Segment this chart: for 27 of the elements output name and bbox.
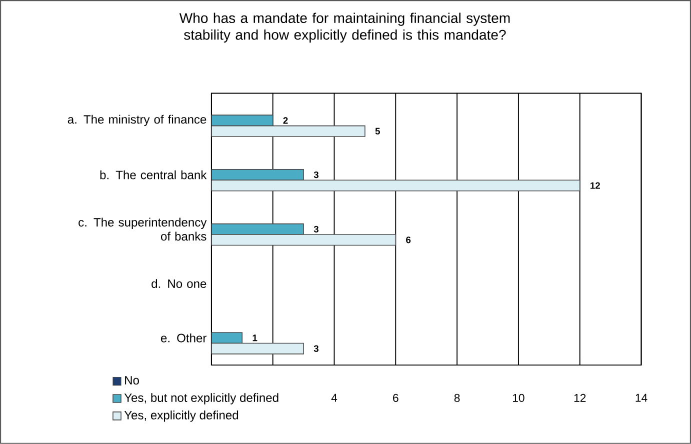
x-tick-label: 8 bbox=[454, 394, 460, 402]
y-tick-label: e. Other bbox=[160, 333, 207, 342]
x-tick-label: 6 bbox=[393, 394, 398, 402]
y-tick-label: b. The central bank bbox=[100, 170, 207, 180]
x-tick-label: 10 bbox=[512, 394, 524, 402]
data-label: 1 bbox=[252, 334, 258, 342]
bar bbox=[211, 332, 243, 344]
x-tick-label: 12 bbox=[574, 394, 586, 402]
data-label: 3 bbox=[314, 226, 318, 233]
y-tick-label: c. The superintendency of banks bbox=[78, 218, 207, 241]
data-label: 6 bbox=[406, 236, 411, 244]
legend-label: Yes, but not explicitly defined bbox=[124, 393, 278, 404]
y-tick-label: a. The ministry of finance bbox=[68, 114, 206, 126]
x-tick-label: 4 bbox=[331, 394, 338, 402]
x-tick-label: 14 bbox=[636, 394, 648, 402]
legend-label: No bbox=[125, 376, 139, 385]
data-label: 3 bbox=[314, 345, 318, 352]
bar bbox=[211, 114, 274, 126]
chart-title: Who has a mandate for maintaining financial system stability and how explicitly defined is this mandate? bbox=[179, 12, 510, 43]
y-tick-label: d. No one bbox=[152, 279, 206, 288]
data-label: 2 bbox=[283, 117, 288, 124]
data-label: 3 bbox=[314, 172, 318, 178]
data-label: 5 bbox=[375, 128, 380, 134]
legend-label: Yes, explicitly defined bbox=[124, 410, 238, 422]
bar bbox=[211, 169, 304, 181]
bar bbox=[211, 223, 304, 235]
data-label: 12 bbox=[590, 182, 600, 189]
